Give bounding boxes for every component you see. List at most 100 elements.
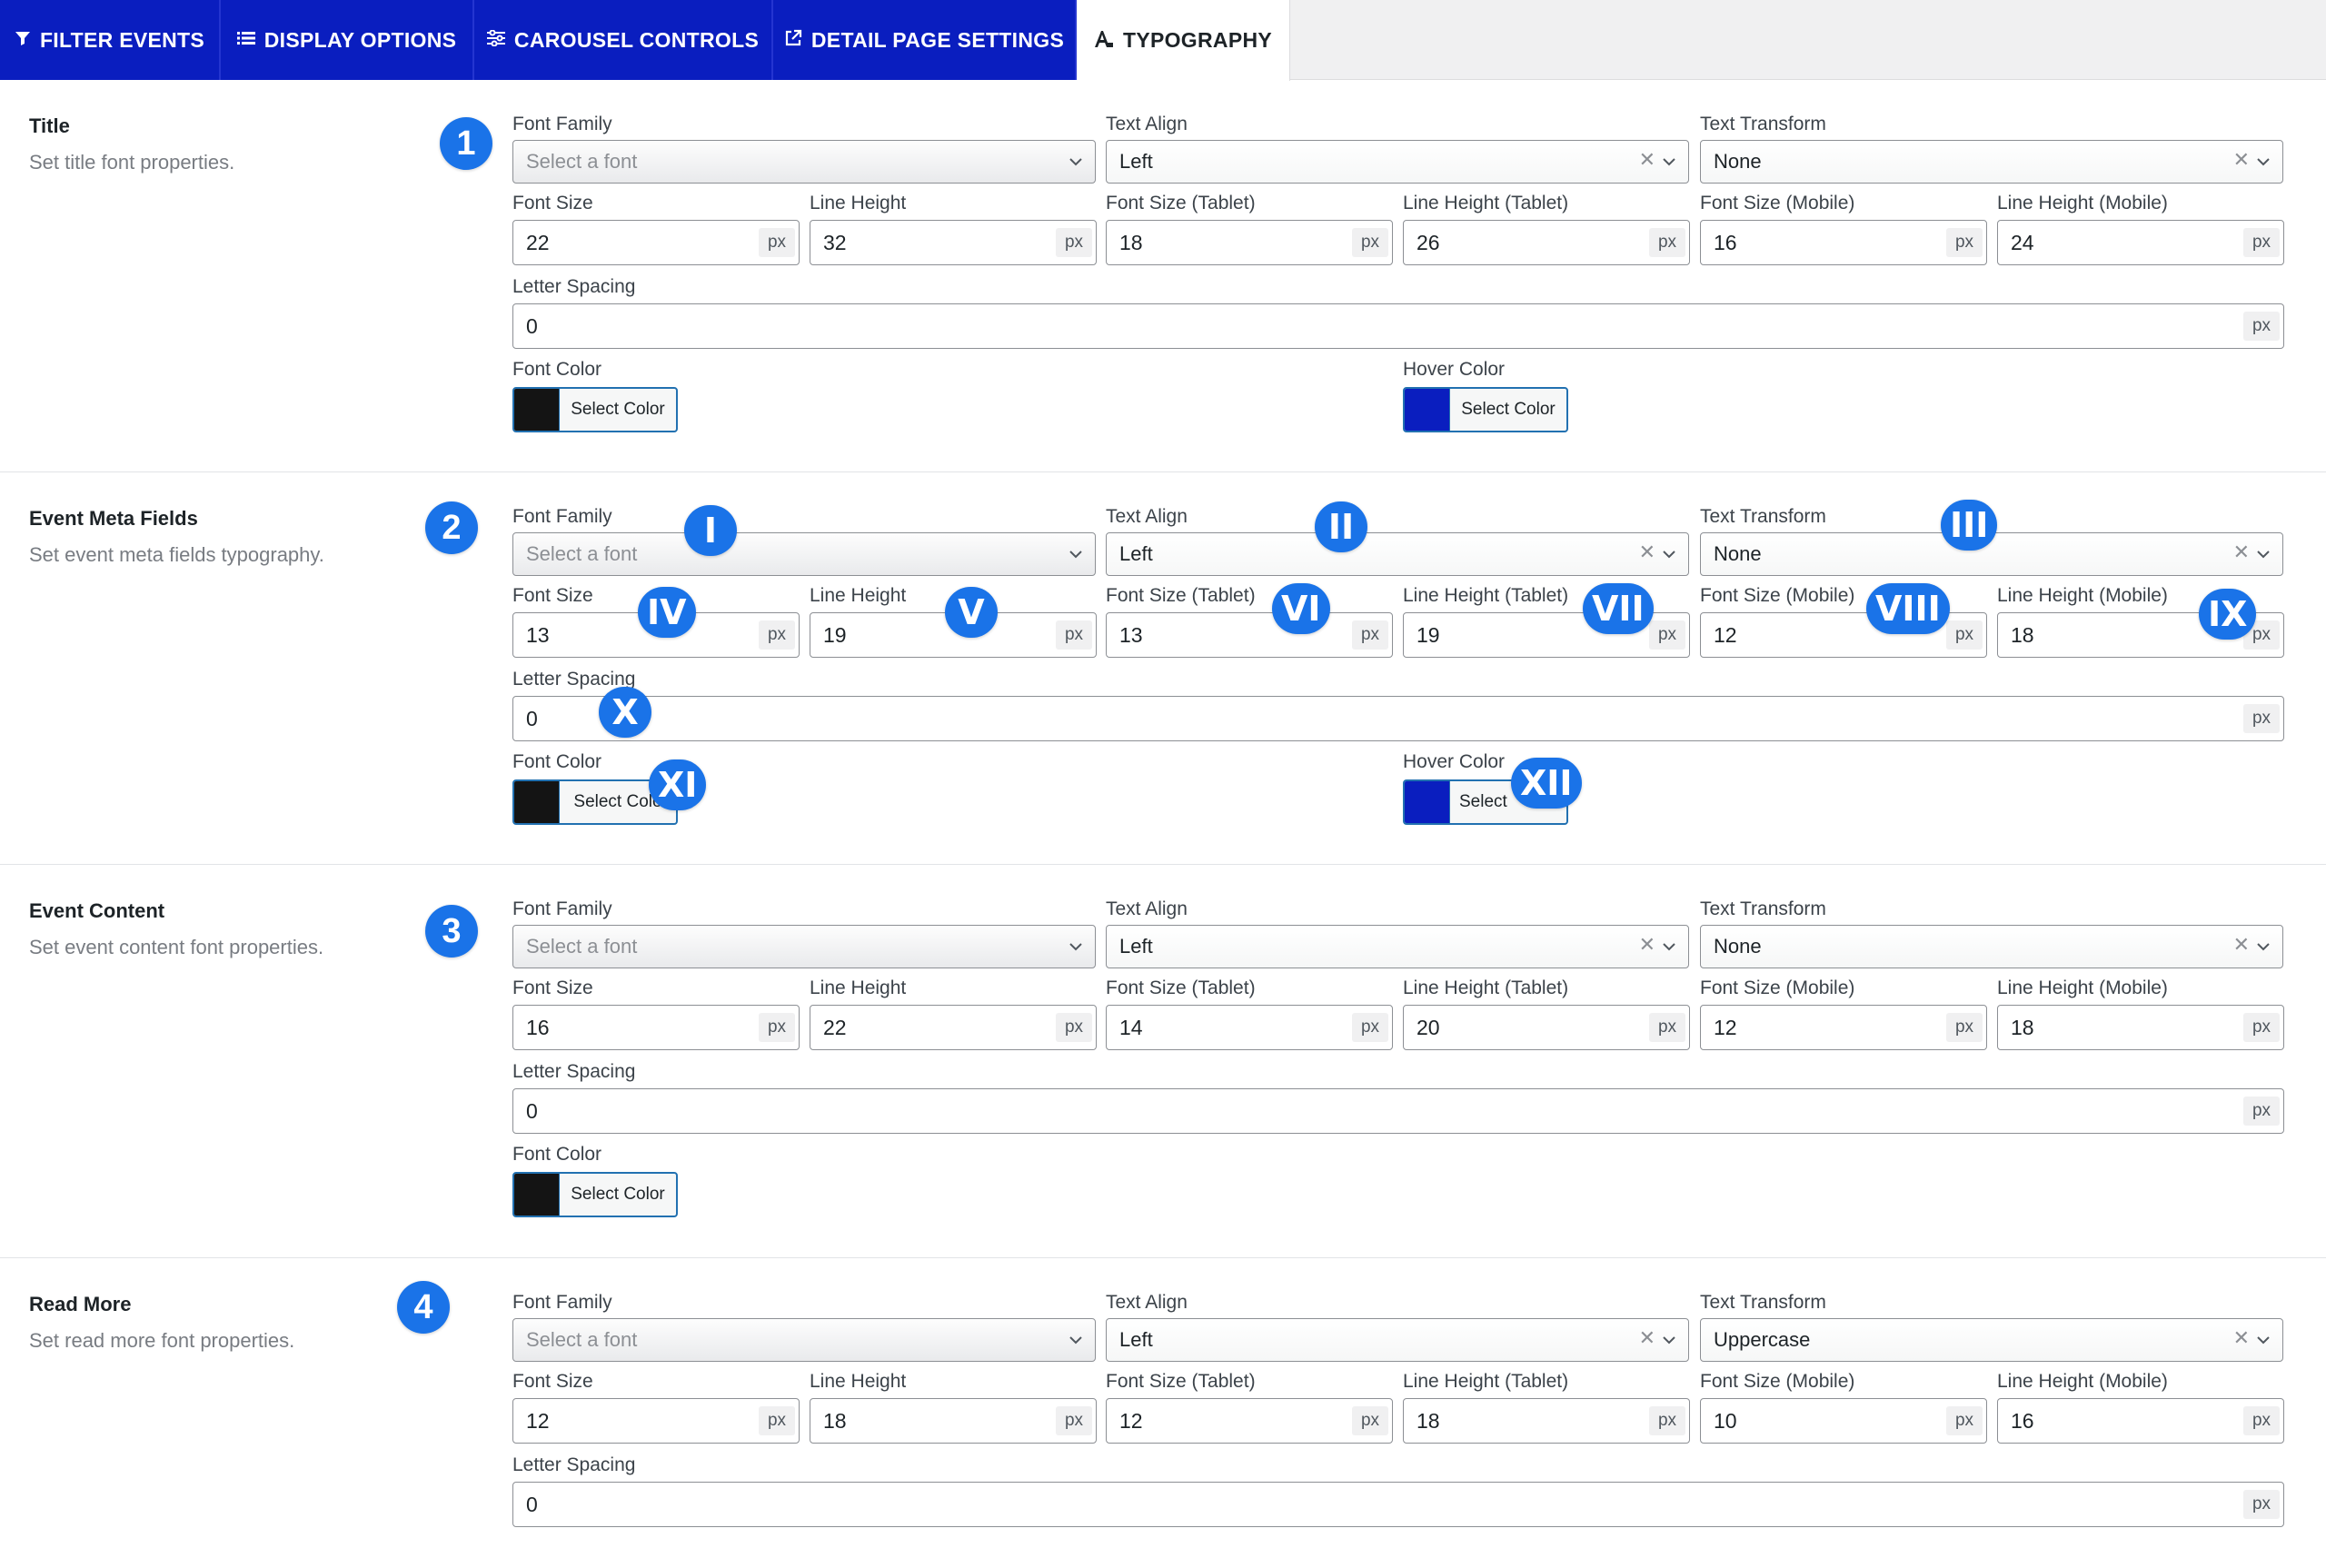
font-family-value: Select a font <box>526 935 638 958</box>
text-transform-select[interactable]: None ✕ <box>1700 925 2283 968</box>
clear-icon[interactable]: ✕ <box>2232 934 2250 957</box>
letter-spacing-input[interactable]: 0 px <box>512 1088 2284 1134</box>
unit-label: px <box>1946 620 1983 650</box>
clear-icon[interactable]: ✕ <box>2232 541 2250 564</box>
line-height-tablet-label: Line Height (Tablet) <box>1403 193 1569 213</box>
input-value: 16 <box>1714 230 1737 254</box>
font-family-select[interactable]: Select a font <box>512 532 1096 576</box>
font-color-label: Font Color <box>512 1144 602 1165</box>
chevron-down-icon <box>1069 551 1082 559</box>
line-height-label: Line Height <box>810 585 907 606</box>
font-size-input[interactable]: 12 px <box>512 1398 800 1444</box>
font-family-label: Font Family <box>512 1292 612 1313</box>
color-swatch <box>514 1174 560 1216</box>
input-value: 16 <box>2011 1408 2034 1433</box>
section-title: Title <box>29 114 70 137</box>
font-color-picker[interactable]: Select Color <box>512 1172 678 1217</box>
tab-display-options[interactable]: DISPLAY OPTIONS <box>221 0 474 80</box>
font-size-mobile-input[interactable]: 12 px <box>1700 1005 1987 1050</box>
line-height-input[interactable]: 18 px <box>810 1398 1097 1444</box>
unit-label: px <box>1056 1013 1092 1042</box>
chevron-down-icon <box>2257 551 2270 559</box>
text-align-select[interactable]: Left ✕ <box>1106 140 1689 184</box>
clear-icon[interactable]: ✕ <box>1638 934 1655 957</box>
tab-filter-events[interactable]: FILTER EVENTS <box>0 0 221 80</box>
line-height-tablet-input[interactable]: 26 px <box>1403 220 1690 265</box>
input-value: 10 <box>1714 1408 1737 1433</box>
section-title: Event Meta Fields <box>29 507 198 530</box>
font-family-select[interactable]: Select a font <box>512 925 1096 968</box>
tab-label: DETAIL PAGE SETTINGS <box>810 27 1065 52</box>
line-height-mobile-input[interactable]: 18 px <box>1997 1005 2284 1050</box>
text-transform-select[interactable]: Uppercase ✕ <box>1700 1318 2283 1362</box>
font-family-select[interactable]: Select a font <box>512 140 1096 184</box>
font-size-tablet-input[interactable]: 18 px <box>1106 220 1393 265</box>
chevron-down-icon <box>2257 158 2270 166</box>
input-value: 18 <box>2011 1015 2034 1039</box>
unit-label: px <box>1352 620 1388 650</box>
font-size-mobile-input[interactable]: 10 px <box>1700 1398 1987 1444</box>
line-height-mobile-input[interactable]: 16 px <box>1997 1398 2284 1444</box>
tab-label: TYPOGRAPHY <box>1122 28 1273 52</box>
font-color-label: Font Color <box>512 751 602 772</box>
text-align-select[interactable]: Left ✕ <box>1106 925 1689 968</box>
tab-typography[interactable]: TYPOGRAPHY <box>1077 0 1290 81</box>
clear-icon[interactable]: ✕ <box>2232 149 2250 172</box>
input-value: 14 <box>1119 1015 1143 1039</box>
input-value: 22 <box>526 230 550 254</box>
unit-label: px <box>1056 1406 1092 1435</box>
tab-carousel-controls[interactable]: CAROUSEL CONTROLS <box>474 0 773 80</box>
section-description: Set title font properties. <box>29 151 235 174</box>
line-height-input[interactable]: 32 px <box>810 220 1097 265</box>
hover-color-label: Hover Color <box>1403 359 1506 380</box>
font-size-tablet-input[interactable]: 12 px <box>1106 1398 1393 1444</box>
text-transform-label: Text Transform <box>1700 114 1826 134</box>
tab-label: FILTER EVENTS <box>39 27 205 52</box>
step-badge: 2 <box>425 501 478 554</box>
unit-label: px <box>759 1406 795 1435</box>
unit-label: px <box>1352 1013 1388 1042</box>
font-family-label: Font Family <box>512 506 612 527</box>
text-align-select[interactable]: Left ✕ <box>1106 532 1689 576</box>
clear-icon[interactable]: ✕ <box>2232 1327 2250 1350</box>
line-height-tablet-input[interactable]: 20 px <box>1403 1005 1690 1050</box>
letter-spacing-input[interactable]: 0 px <box>512 1482 2284 1527</box>
input-value: 18 <box>1119 230 1143 254</box>
font-size-input[interactable]: 22 px <box>512 220 800 265</box>
tab-detail-page-settings[interactable]: DETAIL PAGE SETTINGS <box>773 0 1077 80</box>
clear-icon[interactable]: ✕ <box>1638 1327 1655 1350</box>
chevron-down-icon <box>1069 943 1082 951</box>
letter-spacing-input[interactable]: 0 px <box>512 696 2284 741</box>
font-size-tablet-input[interactable]: 13 px <box>1106 612 1393 658</box>
text-transform-select[interactable]: None ✕ <box>1700 140 2283 184</box>
line-height-input[interactable]: 22 px <box>810 1005 1097 1050</box>
clear-icon[interactable]: ✕ <box>1638 149 1655 172</box>
line-height-tablet-label: Line Height (Tablet) <box>1403 585 1569 606</box>
font-size-mobile-input[interactable]: 16 px <box>1700 220 1987 265</box>
text-transform-value: Uppercase <box>1714 1328 1811 1351</box>
font-size-tablet-label: Font Size (Tablet) <box>1106 193 1256 213</box>
line-height-tablet-input[interactable]: 18 px <box>1403 1398 1690 1444</box>
input-value: 18 <box>1416 1408 1440 1433</box>
typography-section-read-more: Read More Set read more font properties.… <box>0 1258 2326 1568</box>
chevron-down-icon <box>1663 551 1675 559</box>
settings-tab-bar: FILTER EVENTS DISPLAY OPTIONS CAROUSEL C… <box>0 0 2326 81</box>
hover-color-picker[interactable]: Select Color <box>1403 387 1568 432</box>
font-size-mobile-label: Font Size (Mobile) <box>1700 585 1855 606</box>
letter-spacing-input[interactable]: 0 px <box>512 303 2284 349</box>
unit-label: px <box>1056 228 1092 257</box>
line-height-label: Line Height <box>810 978 907 998</box>
font-family-select[interactable]: Select a font <box>512 1318 1096 1362</box>
unit-label: px <box>1946 1013 1983 1042</box>
tab-label: DISPLAY OPTIONS <box>263 27 457 52</box>
annotation-badge: XII <box>1511 758 1582 809</box>
clear-icon[interactable]: ✕ <box>1638 541 1655 564</box>
font-size-tablet-input[interactable]: 14 px <box>1106 1005 1393 1050</box>
font-color-picker[interactable]: Select Color <box>512 387 678 432</box>
input-value: 22 <box>823 1015 847 1039</box>
line-height-mobile-input[interactable]: 24 px <box>1997 220 2284 265</box>
section-description: Set read more font properties. <box>29 1329 295 1352</box>
text-align-select[interactable]: Left ✕ <box>1106 1318 1689 1362</box>
font-size-input[interactable]: 16 px <box>512 1005 800 1050</box>
font-size-label: Font Size <box>512 193 593 213</box>
